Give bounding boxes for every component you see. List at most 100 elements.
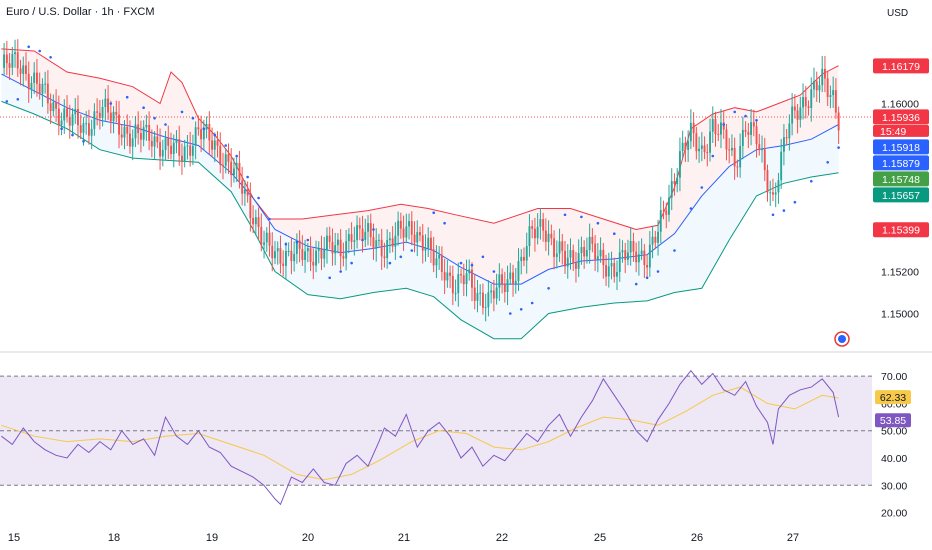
candle-body	[451, 275, 454, 294]
candle-body	[834, 90, 837, 113]
candle-body	[736, 166, 739, 168]
candle-body	[90, 128, 93, 136]
psar-dot	[656, 270, 660, 273]
candle-body	[41, 84, 44, 94]
candle-body	[282, 263, 285, 266]
candle-body	[462, 275, 465, 285]
candle-body	[25, 65, 27, 74]
candle-body	[129, 133, 131, 147]
candle-body	[167, 138, 170, 146]
price-badge-label: 1.15879	[882, 158, 920, 170]
candle-body	[375, 240, 378, 249]
candle-body	[345, 241, 348, 259]
candle-body	[246, 189, 249, 196]
candle-body	[503, 283, 506, 292]
candle-body	[618, 252, 621, 272]
candle-body	[118, 114, 120, 135]
candle-body	[640, 250, 643, 255]
candle-body	[826, 78, 829, 97]
psar-dot	[125, 95, 129, 99]
candle-body	[637, 254, 640, 263]
candle-body	[588, 236, 591, 251]
psar-dot	[443, 221, 446, 225]
candle-body	[791, 106, 794, 124]
psar-dot	[722, 123, 725, 126]
candle-body	[837, 112, 840, 131]
candle-body	[230, 161, 233, 175]
tv-logo-core	[838, 335, 846, 343]
price-badge-label: 1.15918	[882, 142, 920, 154]
candle-body	[703, 145, 706, 153]
candle-body	[460, 274, 462, 276]
candle-body	[271, 245, 274, 259]
psar-dot	[711, 154, 715, 158]
psar-dot	[27, 45, 31, 49]
candle-body	[337, 239, 339, 246]
candle-body	[77, 109, 79, 126]
candle-body	[810, 89, 813, 108]
candle-body	[391, 238, 394, 247]
candle-body	[750, 122, 752, 135]
psar-dot	[268, 217, 271, 221]
candle-body	[558, 241, 561, 254]
psar-dot	[180, 110, 184, 114]
candle-body	[698, 148, 700, 152]
psar-dot	[71, 133, 74, 137]
candle-body	[731, 147, 733, 151]
psar-dot	[700, 186, 704, 189]
rsi-tick-label: 50.00	[881, 426, 907, 438]
candle-body	[473, 287, 476, 301]
candle-body	[774, 192, 777, 195]
candle-body	[5, 54, 8, 64]
countdown-label: 15:49	[880, 126, 906, 138]
candle-body	[408, 221, 410, 227]
candle-body	[550, 233, 553, 239]
candle-body	[241, 180, 244, 194]
candle-body	[818, 85, 821, 91]
psar-dot	[810, 179, 813, 183]
candle-body	[312, 261, 315, 266]
rsi-ma-badge	[875, 390, 911, 405]
candle-body	[769, 192, 772, 194]
candle-body	[107, 98, 109, 113]
candle-body	[60, 120, 63, 125]
psar-dot	[771, 213, 775, 217]
candle-body	[222, 164, 224, 166]
candle-body	[249, 195, 252, 218]
candle-body	[509, 272, 512, 280]
candle-body	[635, 251, 638, 263]
candle-body	[394, 235, 397, 247]
candle-body	[457, 274, 460, 294]
candle-body	[591, 236, 594, 244]
candle-body	[722, 122, 725, 130]
candle-body	[553, 238, 555, 257]
x-tick-label: 18	[108, 532, 120, 544]
candle-body	[109, 112, 112, 122]
candle-body	[424, 247, 427, 251]
psar-dot	[284, 242, 288, 246]
x-tick-label: 26	[691, 532, 703, 544]
psar-dot	[492, 270, 496, 273]
candle-body	[356, 225, 358, 241]
candle-body	[514, 280, 517, 284]
psar-dot	[213, 133, 217, 137]
price-badge-label: 1.15936	[882, 112, 920, 124]
candle-body	[796, 110, 799, 120]
candle-body	[687, 141, 690, 150]
candle-body	[596, 256, 599, 260]
price-badge	[873, 155, 929, 171]
candle-body	[665, 210, 668, 215]
candle-body	[495, 287, 498, 299]
candle-body	[85, 123, 88, 125]
candle-body	[468, 269, 471, 274]
candle-body	[440, 254, 443, 272]
candle-body	[610, 263, 613, 267]
rsi-tick-label: 40.00	[881, 453, 907, 465]
candle-body	[148, 124, 151, 141]
psar-dot	[509, 312, 512, 315]
candle-body	[629, 241, 632, 253]
x-tick-label: 19	[206, 532, 218, 544]
psar-dot	[295, 240, 299, 244]
psar-dot	[410, 249, 414, 252]
